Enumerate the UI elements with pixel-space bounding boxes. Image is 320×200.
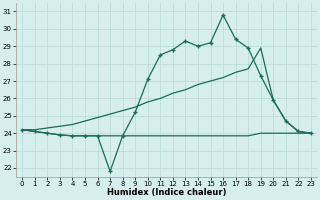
- X-axis label: Humidex (Indice chaleur): Humidex (Indice chaleur): [107, 188, 226, 197]
